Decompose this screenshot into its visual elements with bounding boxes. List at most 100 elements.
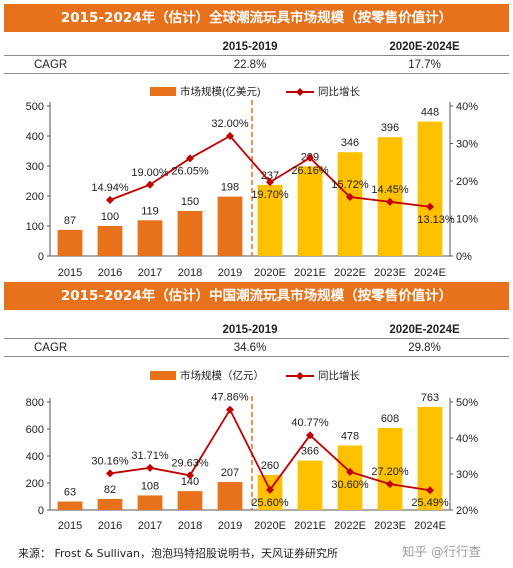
- legend-bar-label: 市场规模（亿元）: [180, 369, 264, 382]
- bar: [297, 166, 323, 256]
- category-label: 2023E: [374, 520, 406, 532]
- legend-bar-label: 市场规模(亿美元): [180, 85, 261, 98]
- bar: [377, 427, 403, 510]
- growth-marker: [146, 180, 154, 189]
- cagr-header-blank: [4, 38, 160, 56]
- left-axis-tick-label: 300: [26, 161, 44, 173]
- left-axis-tick-label: 400: [26, 451, 44, 463]
- growth-marker: [186, 154, 194, 163]
- growth-label: 19.70%: [251, 189, 289, 201]
- category-label: 2020E: [254, 267, 286, 279]
- growth-label: 47.86%: [211, 392, 249, 404]
- bar: [337, 445, 363, 510]
- category-label: 2021E: [294, 267, 326, 279]
- bar: [377, 137, 403, 256]
- bar: [57, 229, 83, 256]
- growth-label: 32.00%: [211, 118, 249, 130]
- cagr-row-label: CAGR: [4, 338, 160, 357]
- chart1-title: 2015-2024年（估计）全球潮流玩具市场规模（按零售价值计）: [4, 4, 509, 32]
- growth-label: 14.45%: [371, 184, 409, 196]
- bar: [97, 226, 123, 256]
- right-axis-tick-label: 40%: [456, 101, 478, 113]
- growth-label: 29.63%: [171, 457, 209, 469]
- cagr-header-period1: 2015-2019: [160, 38, 340, 56]
- cagr-value-period1: 22.8%: [160, 55, 340, 74]
- growth-marker: [186, 471, 194, 480]
- cagr-header-period2: 2020E-2024E: [340, 321, 509, 339]
- bar: [177, 491, 203, 510]
- left-axis-tick-label: 400: [26, 131, 44, 143]
- growth-label: 25.60%: [251, 497, 289, 509]
- bar-value-label: 448: [421, 107, 439, 119]
- bar-value-label: 478: [341, 430, 359, 442]
- cagr-header-period1: 2015-2019: [160, 321, 340, 339]
- right-axis-tick-label: 10%: [456, 214, 478, 226]
- watermark: 知乎 @行行查: [402, 544, 481, 559]
- bar-value-label: 396: [381, 122, 399, 134]
- growth-marker: [266, 178, 274, 187]
- growth-label: 30.60%: [331, 479, 369, 491]
- bar-value-label: 366: [301, 446, 319, 458]
- growth-label: 15.72%: [331, 179, 369, 191]
- left-axis-tick-label: 200: [26, 478, 44, 490]
- bar-value-label: 150: [181, 196, 199, 208]
- bar-value-label: 100: [101, 211, 119, 223]
- bar: [57, 501, 83, 510]
- category-label: 2019: [218, 267, 242, 279]
- bar: [257, 184, 283, 256]
- category-label: 2017: [138, 267, 162, 279]
- category-label: 2024E: [414, 267, 446, 279]
- category-label: 2022E: [334, 267, 366, 279]
- right-axis-tick-label: 40%: [456, 433, 478, 445]
- category-label: 2018: [178, 267, 202, 279]
- left-axis-tick-label: 100: [26, 221, 44, 233]
- chart2-title: 2015-2024年（估计）中国潮流玩具市场规模（按零售价值计）: [4, 282, 509, 310]
- growth-label: 13.13%: [417, 214, 455, 226]
- bar: [337, 152, 363, 256]
- growth-marker: [226, 405, 234, 414]
- growth-label: 19.00%: [131, 167, 169, 179]
- category-label: 2016: [98, 267, 122, 279]
- left-axis-tick-label: 0: [38, 251, 44, 263]
- category-label: 2016: [98, 520, 122, 532]
- category-label: 2017: [138, 520, 162, 532]
- bar: [177, 211, 203, 256]
- right-axis-tick-label: 50%: [456, 397, 478, 409]
- bar-value-label: 260: [261, 460, 279, 472]
- category-label: 2019: [218, 520, 242, 532]
- left-axis-tick-label: 800: [26, 397, 44, 409]
- growth-label: 31.71%: [131, 450, 169, 462]
- bar: [217, 482, 243, 510]
- bar-value-label: 140: [181, 476, 199, 488]
- bar-value-label: 763: [421, 392, 439, 404]
- legend-line-marker: [296, 372, 304, 380]
- bar-value-label: 608: [381, 413, 399, 425]
- growth-marker: [106, 469, 114, 478]
- bar-value-label: 346: [341, 137, 359, 149]
- left-axis-tick-label: 200: [26, 191, 44, 203]
- right-axis-tick-label: 20%: [456, 505, 478, 517]
- category-label: 2023E: [374, 267, 406, 279]
- bar-value-label: 63: [64, 486, 76, 498]
- legend-bar-swatch: [150, 371, 176, 380]
- growth-label: 14.94%: [91, 182, 129, 194]
- right-axis-tick-label: 30%: [456, 139, 478, 151]
- growth-marker: [306, 431, 314, 440]
- chart2-plot: 市场规模（亿元） 同比增长 0 200 400 600 800 20% 30% 40% 50% 63 8…: [26, 369, 479, 532]
- cagr-value-period1: 34.6%: [160, 338, 340, 357]
- bar-value-label: 108: [141, 480, 159, 492]
- growth-marker: [226, 132, 234, 140]
- cagr-value-period2: 17.7%: [340, 55, 509, 74]
- bar-value-label: 119: [141, 205, 159, 217]
- bar: [217, 196, 243, 256]
- category-label: 2015: [58, 267, 82, 279]
- category-label: 2021E: [294, 520, 326, 532]
- growth-marker: [346, 193, 354, 202]
- growth-marker: [346, 467, 354, 476]
- growth-marker: [426, 202, 434, 211]
- bar: [137, 495, 163, 510]
- cagr-value-period2: 29.8%: [340, 338, 509, 357]
- category-label: 2020E: [254, 520, 286, 532]
- legend-line-label: 同比增长: [318, 85, 360, 98]
- growth-marker: [426, 486, 434, 495]
